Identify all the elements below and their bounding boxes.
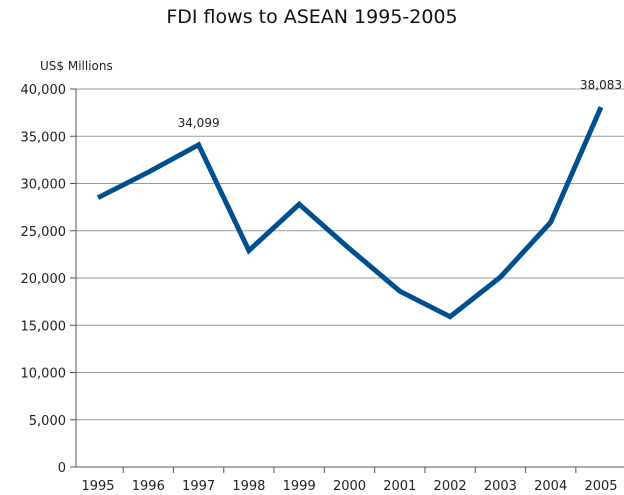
x-tick-label: 1996 [132,479,165,494]
data-label: 38,083 [580,78,622,92]
y-tick-label: 0 [58,461,66,476]
y-tick-label: 15,000 [21,319,67,334]
x-tick-label: 1995 [81,479,114,494]
x-tick-label: 1999 [283,479,316,494]
y-tick-label: 10,000 [21,367,67,382]
y-tick-label: 40,000 [21,83,67,98]
x-tick-label: 2002 [434,479,467,494]
x-tick-label: 2005 [584,479,617,494]
x-tick-label: 2004 [534,479,567,494]
y-tick-label: 5,000 [29,414,66,429]
x-tick-label: 2003 [484,479,517,494]
data-label: 34,099 [178,116,220,130]
y-axis-label: US$ Millions [40,59,113,73]
x-tick-label: 2000 [333,479,366,494]
y-tick-label: 30,000 [21,178,67,193]
chart-title: FDI flows to ASEAN 1995-2005 [166,6,458,28]
y-tick-label: 35,000 [21,130,67,145]
y-tick-label: 25,000 [21,225,67,240]
x-tick-label: 1997 [182,479,215,494]
series-line [96,106,604,320]
y-tick-label: 20,000 [21,272,67,287]
x-tick-label: 2001 [383,479,416,494]
x-tick-label: 1998 [232,479,265,494]
